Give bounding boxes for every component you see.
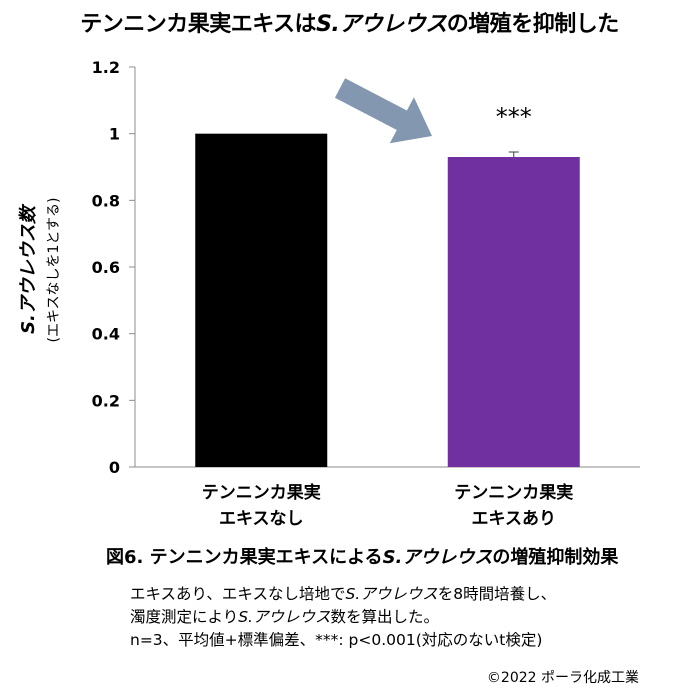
y-tick-label: 0.6 xyxy=(92,258,120,277)
copyright: ©2022 ポーラ化成工業 xyxy=(486,670,639,686)
bar-1 xyxy=(195,133,328,467)
y-tick-label: 0.4 xyxy=(92,325,120,344)
caption-line-1: エキスあり、エキスなし培地でS.アウレウスを8時間培養し、 xyxy=(130,585,557,603)
arrow-shape xyxy=(334,78,432,144)
y-tick-label: 1.2 xyxy=(92,58,120,77)
x-category-label: テンニンカ果実 xyxy=(202,482,321,503)
caption-line-3: n=3、平均値+標準偏差、***: p<0.001(対応のないt検定) xyxy=(130,631,543,649)
significance-annotation: *** xyxy=(496,103,532,131)
x-category-label: エキスあり xyxy=(472,509,557,529)
bar-2 xyxy=(447,157,580,467)
chart-title: テンニンカ果実エキスはS.アウレウスの増殖を抑制した xyxy=(80,12,619,37)
y-axis-label: S.アウレウス数 (エキスなしを1とする) xyxy=(18,198,62,343)
y-axis-label-main: S.アウレウス数 xyxy=(18,203,39,334)
y-tick-label: 1 xyxy=(109,125,120,144)
y-tick-label: 0.2 xyxy=(92,391,120,410)
y-axis-label-sub: (エキスなしを1とする) xyxy=(46,198,62,343)
figure-caption-title: 図6. テンニンカ果実エキスによるS.アウレウスの増殖抑制効果 xyxy=(106,547,619,568)
x-category-label: テンニンカ果実 xyxy=(454,482,573,503)
bar-chart: 00.20.40.60.811.2テンニンカ果実エキスなしテンニンカ果実エキスあ… xyxy=(92,58,640,529)
y-tick-label: 0.8 xyxy=(92,191,120,210)
y-tick-label: 0 xyxy=(109,458,120,477)
x-category-label: エキスなし xyxy=(219,509,304,529)
caption-line-2: 濁度測定によりS.アウレウス数を算出した。 xyxy=(130,608,439,626)
arrow-icon xyxy=(334,78,432,144)
